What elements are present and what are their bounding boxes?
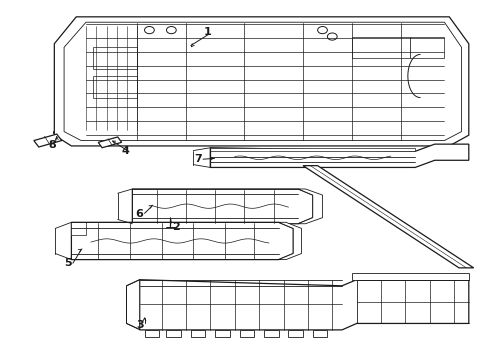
- Polygon shape: [144, 329, 159, 337]
- Polygon shape: [312, 329, 327, 337]
- Polygon shape: [298, 189, 322, 224]
- Text: 4: 4: [121, 145, 129, 156]
- Polygon shape: [93, 76, 137, 98]
- Polygon shape: [215, 329, 229, 337]
- Polygon shape: [210, 144, 468, 167]
- Polygon shape: [351, 273, 468, 280]
- Text: 1: 1: [203, 27, 211, 37]
- Polygon shape: [93, 47, 137, 69]
- Polygon shape: [132, 189, 312, 224]
- Text: 6: 6: [136, 209, 143, 219]
- Polygon shape: [166, 329, 181, 337]
- Text: 2: 2: [172, 222, 180, 231]
- Polygon shape: [351, 37, 409, 58]
- Polygon shape: [264, 329, 278, 337]
- Text: 7: 7: [194, 154, 202, 164]
- Text: 5: 5: [64, 258, 72, 268]
- Polygon shape: [126, 280, 140, 329]
- Polygon shape: [303, 166, 473, 268]
- Polygon shape: [210, 148, 414, 151]
- Polygon shape: [278, 222, 301, 260]
- Polygon shape: [64, 22, 461, 140]
- Polygon shape: [54, 17, 468, 146]
- Text: 3: 3: [136, 320, 143, 330]
- Polygon shape: [98, 137, 122, 148]
- Polygon shape: [190, 329, 205, 337]
- Polygon shape: [239, 329, 254, 337]
- Polygon shape: [71, 222, 86, 234]
- Polygon shape: [288, 329, 303, 337]
- Polygon shape: [71, 222, 293, 260]
- Polygon shape: [140, 280, 468, 330]
- Polygon shape: [34, 134, 61, 147]
- Polygon shape: [409, 37, 444, 58]
- Text: 8: 8: [48, 140, 56, 150]
